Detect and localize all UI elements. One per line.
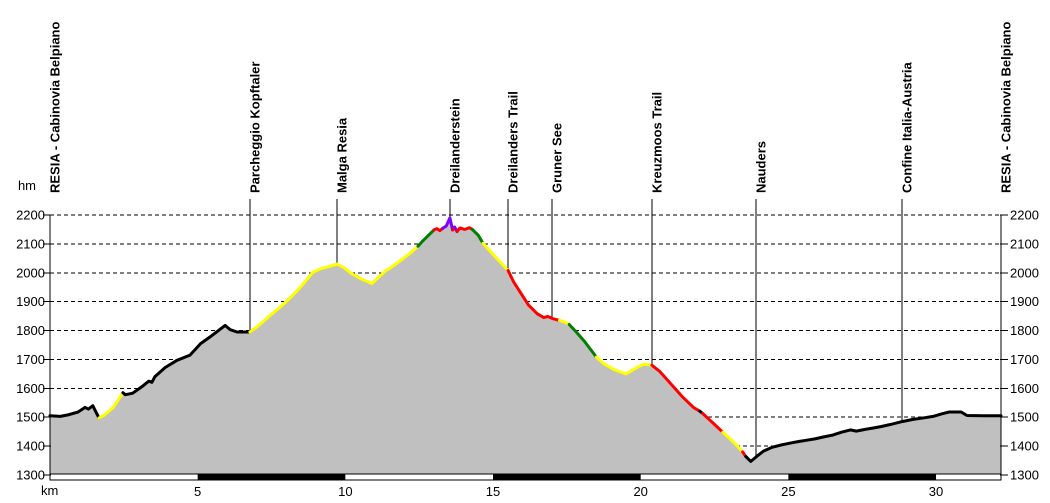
y-tick-label-left: 1500 <box>16 410 45 425</box>
y-tick-label-right: 2100 <box>1010 236 1039 251</box>
x-tick-label: 10 <box>338 484 352 499</box>
profile-segment <box>455 226 474 233</box>
x-tick-label: 15 <box>486 484 500 499</box>
x-tick-label: 5 <box>194 484 201 499</box>
y-tick-label-left: 1700 <box>16 352 45 367</box>
x-tick-label: 20 <box>633 484 647 499</box>
waypoint-label: Nauders <box>753 141 768 193</box>
y-tick-label-right: 2200 <box>1010 208 1039 223</box>
waypoint-label: Kreuzmoos Trail <box>649 92 664 193</box>
profile-segment <box>432 226 445 233</box>
waypoint-label: RESIA - Cabinovia Belpiano <box>48 22 63 193</box>
profile-segment <box>470 227 485 245</box>
y-tick-label-right: 1600 <box>1010 381 1039 396</box>
profile-segment <box>48 404 101 420</box>
profile-segment <box>594 355 654 376</box>
y-tick-label-left: 1600 <box>16 381 45 396</box>
profile-segment <box>121 323 252 397</box>
profile-segment <box>721 430 745 454</box>
distance-scale-bar-segment <box>788 474 937 480</box>
y-tick-label-left: 1900 <box>16 294 45 309</box>
profile-segment <box>506 269 561 322</box>
elevation-area-fill <box>50 217 1001 475</box>
waypoint-label: Parcheggio Kopftaler <box>247 62 262 193</box>
waypoint-label: Dreilanderstein <box>447 98 462 193</box>
profile-segment <box>97 391 125 420</box>
y-tick-label-right: 2000 <box>1010 265 1039 280</box>
waypoint-label: Confine Italia-Austria <box>900 61 915 193</box>
x-tick-label: 25 <box>781 484 795 499</box>
y-tick-label-left: 1400 <box>16 439 45 454</box>
y-tick-label-right: 1800 <box>1010 323 1039 338</box>
distance-scale-bar-segment <box>493 474 641 480</box>
waypoint-label: Gruner See <box>550 123 565 193</box>
profile-segment <box>650 363 702 413</box>
profile-segment <box>744 410 1003 463</box>
y-tick-label-right: 1900 <box>1010 294 1039 309</box>
waypoint-label: Malga Resia <box>335 117 350 193</box>
y-tick-label-left: 2200 <box>16 208 45 223</box>
profile-segment <box>701 412 725 434</box>
y-tick-label-left: 2100 <box>16 236 45 251</box>
profile-segment <box>441 216 455 232</box>
waypoint-label: Dreilanders Trail <box>506 91 521 193</box>
profile-segment <box>567 323 598 359</box>
profile-segment <box>248 244 420 334</box>
y-tick-label-left: 2000 <box>16 265 45 280</box>
y-tick-label-right: 1400 <box>1010 439 1039 454</box>
profile-segment <box>481 241 510 272</box>
y-tick-label-left: 1800 <box>16 323 45 338</box>
y-tick-label-right: 1700 <box>1010 352 1039 367</box>
waypoint-label: RESIA - Cabinovia Belpiano <box>999 22 1014 193</box>
y-tick-label-right: 1300 <box>1010 468 1039 483</box>
x-axis-unit-label: km <box>41 483 59 498</box>
x-tick-label: 30 <box>929 484 943 499</box>
distance-scale-bar-segment <box>197 474 346 480</box>
y-axis-unit-label: hm <box>17 178 36 193</box>
profile-segment <box>416 228 436 248</box>
y-tick-label-left: 1300 <box>16 468 45 483</box>
y-tick-label-right: 1500 <box>1010 410 1039 425</box>
profile-segment <box>558 318 571 326</box>
